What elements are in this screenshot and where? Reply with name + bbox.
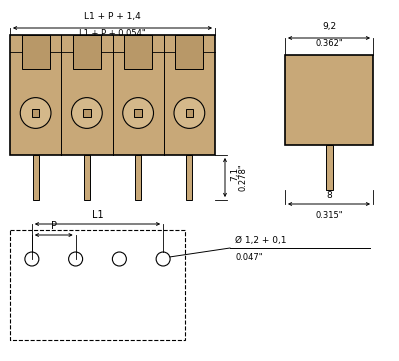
Bar [83,109,91,117]
Bar [10,230,185,340]
Bar [33,155,39,200]
Bar [135,155,141,200]
Bar [134,109,142,117]
Text: 0.362": 0.362" [315,39,343,48]
Circle shape [113,252,126,266]
Text: 7,1: 7,1 [230,166,239,180]
Circle shape [123,97,154,129]
Text: L1: L1 [92,210,103,220]
Bar [186,155,192,200]
Circle shape [69,252,83,266]
Text: L1 + P + 1,4: L1 + P + 1,4 [84,12,141,21]
Text: P: P [51,221,57,231]
Text: 0.278": 0.278" [238,164,247,191]
Bar [186,109,193,117]
Bar [285,55,373,145]
Text: 0.315": 0.315" [315,211,343,220]
Bar [175,35,203,69]
Bar [84,155,90,200]
Bar [73,35,101,69]
Bar [124,35,152,69]
Bar [32,109,40,117]
Circle shape [25,252,39,266]
Bar [10,35,215,155]
Text: 0.047": 0.047" [235,253,263,262]
Text: 9,2: 9,2 [322,22,336,31]
Text: 8: 8 [326,191,332,200]
Circle shape [20,97,51,129]
Bar [22,35,50,69]
Circle shape [174,97,205,129]
Text: Ø 1,2 + 0,1: Ø 1,2 + 0,1 [235,236,286,245]
Text: L1 + P + 0.054": L1 + P + 0.054" [79,29,146,38]
Circle shape [71,97,102,129]
Circle shape [156,252,170,266]
Bar [326,145,332,190]
